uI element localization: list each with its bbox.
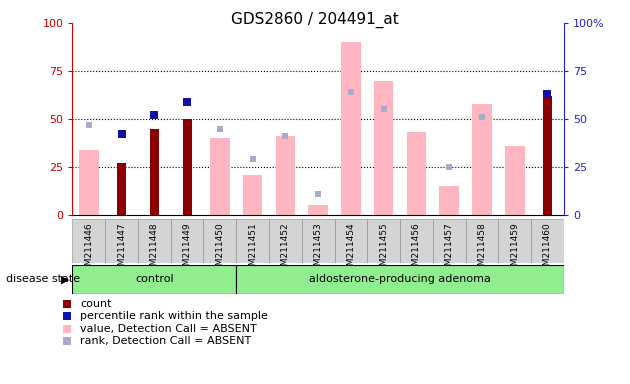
Bar [498,219,531,263]
Text: GSM211455: GSM211455 [379,222,388,277]
Text: GSM211449: GSM211449 [183,222,192,277]
Text: GSM211456: GSM211456 [412,222,421,277]
Bar [531,219,564,263]
Text: disease state: disease state [6,274,81,285]
Bar [275,136,295,215]
Bar [183,119,192,215]
Bar [150,129,159,215]
Text: GSM211448: GSM211448 [150,222,159,277]
Text: count: count [80,299,112,309]
Bar [406,132,427,215]
Text: GSM211454: GSM211454 [346,222,355,277]
Bar [335,219,367,263]
Text: GSM211459: GSM211459 [510,222,519,277]
Bar [79,150,99,215]
Text: value, Detection Call = ABSENT: value, Detection Call = ABSENT [80,324,257,334]
Bar [308,205,328,215]
Bar [302,219,335,263]
Bar [105,219,138,263]
Bar [236,219,269,263]
Bar [72,219,105,263]
Text: GSM211457: GSM211457 [445,222,454,277]
Text: rank, Detection Call = ABSENT: rank, Detection Call = ABSENT [80,336,251,346]
Bar [203,219,236,263]
Bar [472,104,492,215]
Bar [505,146,525,215]
Text: GSM211452: GSM211452 [281,222,290,277]
Text: GSM211460: GSM211460 [543,222,552,277]
Text: GSM211458: GSM211458 [478,222,486,277]
Text: control: control [135,274,174,285]
Bar [466,219,498,263]
Bar [210,138,230,215]
Text: GSM211446: GSM211446 [84,222,93,277]
Bar [400,219,433,263]
Bar [117,163,126,215]
Bar [72,265,236,294]
Bar [236,265,564,294]
Bar [439,186,459,215]
Bar [138,219,171,263]
Text: GSM211447: GSM211447 [117,222,126,277]
Bar [269,219,302,263]
Text: percentile rank within the sample: percentile rank within the sample [80,311,268,321]
Text: GSM211451: GSM211451 [248,222,257,277]
Bar [367,219,400,263]
Text: GSM211453: GSM211453 [314,222,323,277]
Text: GDS2860 / 204491_at: GDS2860 / 204491_at [231,12,399,28]
Bar [374,81,394,215]
Bar [341,42,361,215]
Bar [433,219,466,263]
Text: ▶: ▶ [60,274,69,285]
Text: GSM211450: GSM211450 [215,222,224,277]
Bar [171,219,203,263]
Text: aldosterone-producing adenoma: aldosterone-producing adenoma [309,274,491,285]
Bar [543,96,552,215]
Bar [243,175,263,215]
